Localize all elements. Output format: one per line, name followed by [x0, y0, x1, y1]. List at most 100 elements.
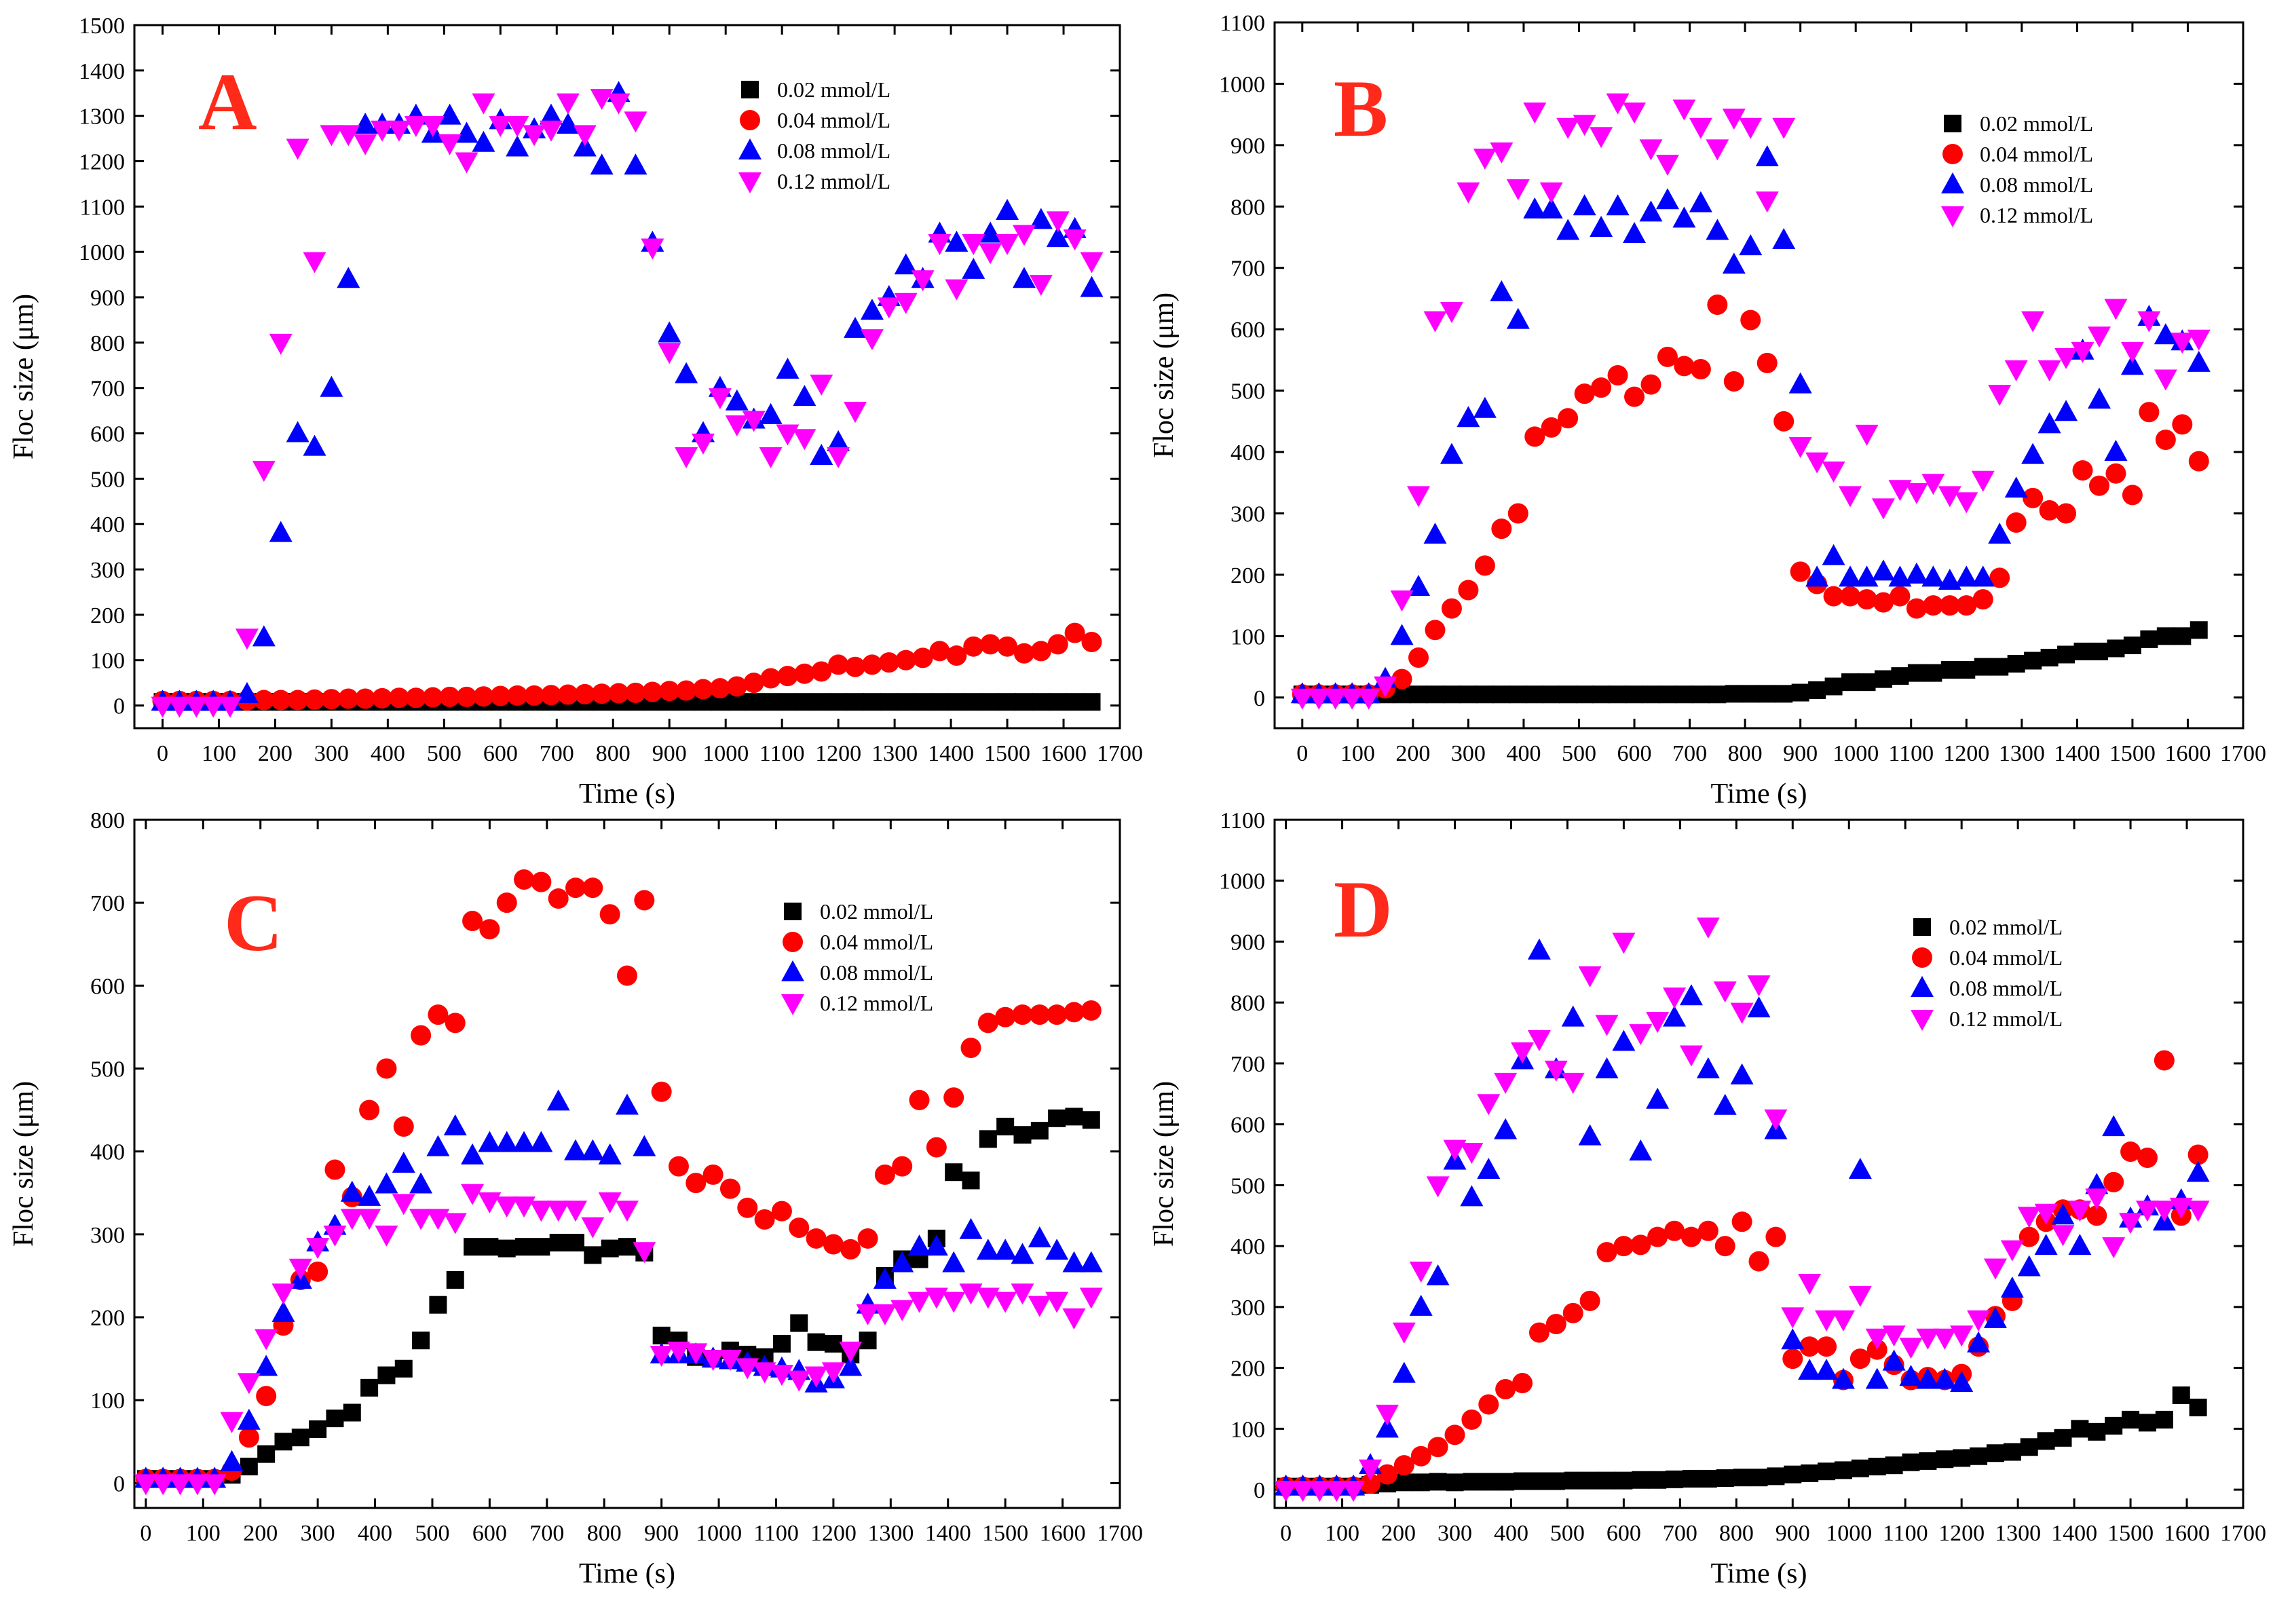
- data-point: [307, 1261, 328, 1282]
- y-tick-label: 0: [113, 694, 125, 719]
- data-point: [235, 681, 259, 703]
- data-point: [795, 693, 814, 711]
- data-point: [1458, 580, 1479, 601]
- data-point: [1682, 1469, 1700, 1488]
- data-point: [709, 678, 730, 699]
- data-point: [257, 1445, 276, 1463]
- data-point: [1690, 358, 1711, 379]
- x-tick-label: 0: [157, 741, 168, 766]
- data-point: [1558, 408, 1579, 429]
- data-point: [2023, 487, 2044, 508]
- data-point: [860, 329, 884, 351]
- y-tick-label: 1000: [1219, 869, 1265, 894]
- data-point: [1890, 586, 1911, 607]
- data-point: [759, 447, 783, 468]
- data-point: [2123, 636, 2141, 654]
- data-point: [2006, 512, 2027, 533]
- data-point: [725, 415, 749, 437]
- x-tick-label: 1600: [2164, 1521, 2210, 1546]
- data-point: [702, 1164, 724, 1185]
- data-point: [1065, 1108, 1083, 1126]
- x-axis-label: Time (s): [1711, 1558, 1807, 1589]
- data-point: [1824, 677, 1843, 696]
- legend-marker: [783, 932, 803, 952]
- y-tick-label: 500: [90, 1057, 125, 1082]
- data-point: [845, 656, 866, 677]
- data-point: [1823, 586, 1844, 607]
- data-point: [1015, 693, 1033, 711]
- data-point: [1967, 1331, 1991, 1353]
- data-point: [1939, 595, 1960, 616]
- data-point: [1848, 1157, 1872, 1179]
- data-point: [616, 1201, 639, 1222]
- data-point: [1747, 975, 1771, 997]
- x-axis-label: Time (s): [579, 1558, 675, 1589]
- legend-marker: [1944, 115, 1961, 132]
- legend-label: 0.08 mmol/L: [1949, 976, 2063, 1000]
- data-point: [1775, 685, 1793, 703]
- data-point: [1556, 219, 1580, 240]
- data-point: [2088, 1422, 2106, 1441]
- data-point: [1696, 918, 1720, 939]
- legend-label: 0.02 mmol/L: [1949, 915, 2063, 939]
- data-point: [1674, 356, 1695, 377]
- data-point: [1011, 1243, 1034, 1264]
- series-0-02-mmol-l: [1277, 1386, 2207, 1496]
- data-point: [1408, 647, 1429, 668]
- data-point: [464, 1238, 482, 1256]
- legend-label: 0.12 mmol/L: [1980, 203, 2093, 227]
- data-point: [1916, 1367, 1940, 1389]
- data-point: [286, 138, 309, 160]
- data-point: [1798, 1359, 1822, 1380]
- data-point: [914, 693, 932, 711]
- data-point: [539, 103, 563, 125]
- data-point: [859, 1332, 877, 1350]
- data-point: [1664, 1220, 1685, 1241]
- data-point: [291, 1429, 309, 1447]
- data-point: [964, 693, 983, 711]
- x-tick-label: 1400: [928, 741, 974, 766]
- data-point: [343, 1403, 361, 1422]
- data-point: [1595, 1057, 1619, 1078]
- data-point: [1748, 1251, 1769, 1272]
- data-point: [532, 1238, 550, 1256]
- data-point: [324, 1159, 345, 1180]
- data-point: [1888, 565, 1912, 587]
- data-point: [1672, 206, 1696, 228]
- legend: 0.02 mmol/L 0.04 mmol/L 0.08 mmol/L 0.12 mm…: [781, 899, 933, 1015]
- data-point: [1834, 1461, 1852, 1479]
- data-point: [529, 1201, 553, 1222]
- data-point: [2120, 1141, 2141, 1163]
- data-point: [1357, 688, 1380, 710]
- data-point: [1936, 1450, 1954, 1469]
- x-tick-label: 600: [483, 741, 518, 766]
- data-point: [1574, 383, 1595, 404]
- data-point: [675, 447, 698, 468]
- data-point: [168, 1474, 192, 1496]
- data-point: [624, 153, 647, 175]
- data-point: [394, 1359, 413, 1378]
- data-point: [1613, 1236, 1634, 1257]
- data-point: [1623, 222, 1647, 243]
- data-point: [359, 1099, 380, 1120]
- data-point: [959, 1283, 983, 1305]
- data-point: [2171, 333, 2194, 354]
- data-point: [2017, 1207, 2041, 1228]
- data-point: [412, 1332, 430, 1350]
- data-point: [771, 1201, 792, 1222]
- data-point: [1730, 1063, 1754, 1084]
- data-point: [1755, 191, 1779, 213]
- x-tick-label: 1500: [982, 1521, 1028, 1546]
- data-point: [2018, 1226, 2040, 1247]
- data-point: [438, 103, 462, 125]
- x-tick-label: 200: [1381, 1521, 1416, 1546]
- y-axis-label: Floc size (μm): [1148, 292, 1180, 458]
- data-point: [584, 1246, 602, 1264]
- data-point: [926, 1137, 947, 1158]
- data-point: [1083, 693, 1101, 711]
- data-point: [2071, 341, 2094, 363]
- data-point: [1986, 1444, 2004, 1462]
- data-point: [372, 687, 393, 709]
- legend-marker: [784, 903, 802, 920]
- x-tick-label: 1400: [925, 1521, 971, 1546]
